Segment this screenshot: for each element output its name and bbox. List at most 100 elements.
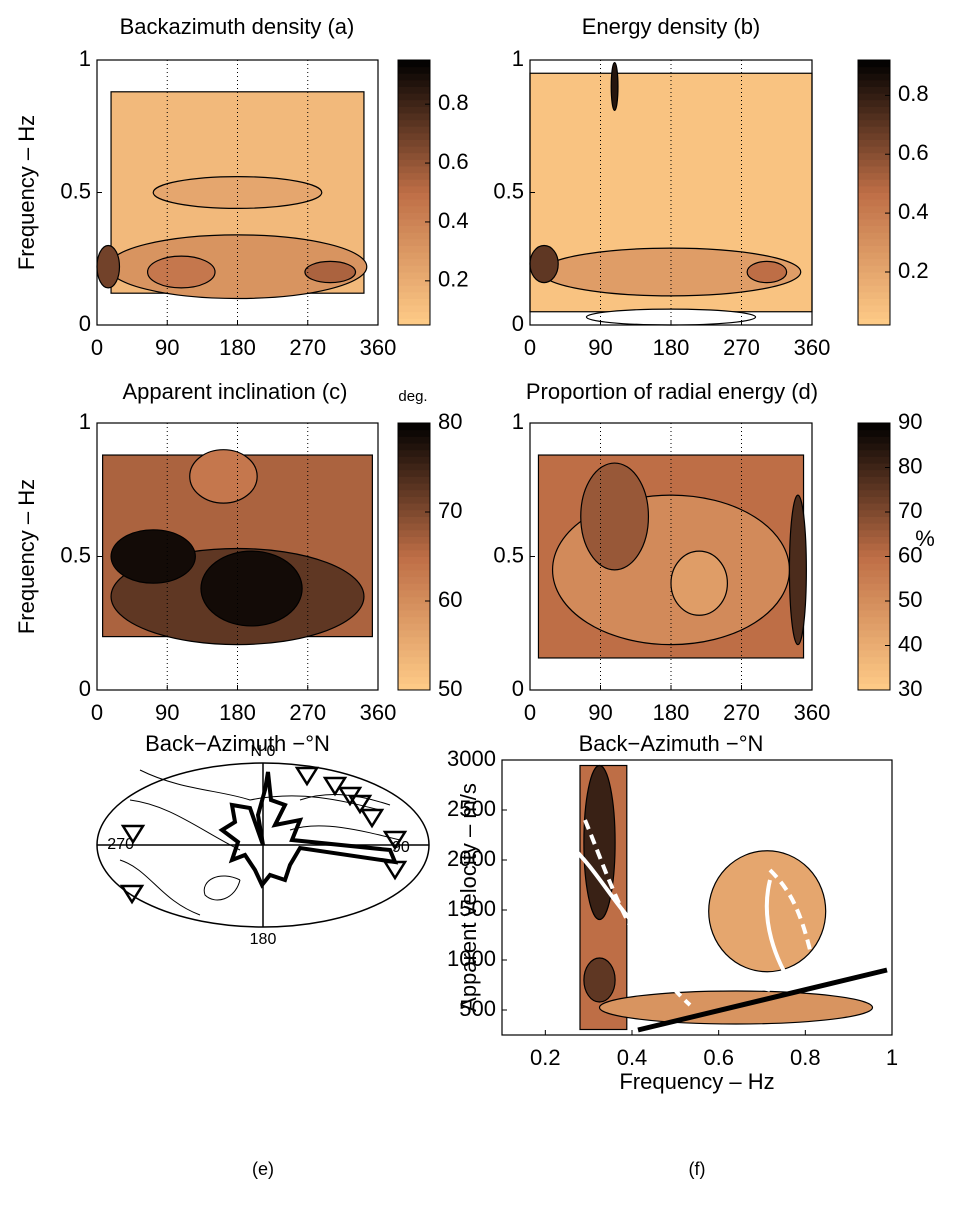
colorbar-swatch — [858, 79, 890, 87]
colorbar-swatch — [398, 73, 430, 81]
colorbar-swatch — [398, 489, 430, 497]
x-tick-label: 90 — [588, 335, 612, 360]
y-tick-label: 2000 — [447, 846, 496, 871]
y-tick-label: 1 — [79, 409, 91, 434]
colorbar-tick-label: 90 — [898, 409, 922, 434]
colorbar-swatch — [398, 609, 430, 618]
colorbar-swatch — [858, 119, 890, 127]
colorbar-swatch — [858, 166, 890, 174]
colorbar-swatch — [858, 589, 890, 598]
colorbar-swatch — [858, 683, 890, 691]
colorbar-swatch — [398, 676, 430, 684]
colorbar-swatch — [858, 456, 890, 464]
y-tick-label: 0.5 — [493, 542, 524, 567]
colorbar-swatch — [858, 476, 890, 484]
colorbar-swatch — [398, 152, 430, 160]
colorbar-swatch — [858, 556, 890, 564]
y-tick-label: 0 — [512, 676, 524, 701]
y-tick-label: 0 — [512, 311, 524, 336]
x-axis-label: Back−Azimuth −°N — [145, 731, 330, 756]
colorbar-swatch — [398, 549, 430, 557]
y-tick-label: 3000 — [447, 746, 496, 771]
colorbar-swatch — [398, 483, 430, 491]
y-tick-label: 1 — [512, 409, 524, 434]
colorbar-swatch — [858, 596, 890, 604]
y-tick-label: 1 — [79, 46, 91, 71]
colorbar-swatch — [858, 99, 890, 107]
colorbar-swatch — [398, 636, 430, 644]
colorbar-tick-label: 0.2 — [438, 267, 469, 292]
colorbar-swatch — [858, 265, 890, 273]
colorbar-swatch — [398, 649, 430, 658]
colorbar-swatch — [858, 656, 890, 664]
y-tick-label: 0.5 — [493, 178, 524, 203]
x-tick-label: 180 — [219, 700, 256, 725]
colorbar-swatch — [858, 496, 890, 504]
colorbar-swatch — [858, 93, 890, 101]
colorbar-swatch — [398, 232, 430, 240]
contour-fill — [583, 957, 616, 1003]
colorbar-tick-label: 60 — [438, 587, 462, 612]
colorbar-swatch — [398, 298, 430, 306]
colorbar-swatch — [858, 536, 890, 544]
colorbar-swatch — [398, 583, 430, 591]
colorbar-swatch — [858, 423, 890, 431]
colorbar-label: deg. — [398, 388, 427, 405]
chart-title: Apparent inclination (c) — [122, 379, 347, 404]
colorbar-swatch — [858, 252, 890, 260]
colorbar-swatch — [398, 132, 430, 140]
contour-plot — [102, 423, 373, 690]
colorbar-label: % — [915, 526, 935, 551]
colorbar-swatch — [858, 291, 890, 299]
colorbar-tick-label: 30 — [898, 676, 922, 701]
colorbar-swatch — [398, 106, 430, 114]
colorbar-swatch — [398, 603, 430, 611]
colorbar-swatch — [398, 563, 430, 571]
colorbar-swatch — [398, 86, 430, 94]
y-axis-label: Frequency – Hz — [14, 479, 39, 634]
colorbar-swatch — [858, 152, 890, 160]
colorbar-tick-label: 80 — [898, 453, 922, 478]
colorbar-swatch — [398, 556, 430, 564]
colorbar-swatch — [398, 278, 430, 286]
contour-fill — [580, 462, 650, 571]
x-tick-label: 360 — [794, 335, 831, 360]
colorbar-tick-label: 0.6 — [898, 140, 929, 165]
colorbar-swatch — [858, 529, 890, 537]
colorbar-swatch — [398, 172, 430, 180]
contour-plot — [537, 423, 807, 690]
colorbar-swatch — [398, 496, 430, 504]
colorbar-swatch — [858, 583, 890, 591]
colorbar-tick-label: 0.4 — [898, 199, 929, 224]
colorbar-swatch — [858, 179, 890, 187]
colorbar-swatch — [858, 643, 890, 651]
colorbar-swatch — [858, 199, 890, 207]
colorbar-swatch — [398, 179, 430, 187]
colorbar-swatch — [398, 683, 430, 691]
colorbar-swatch — [858, 623, 890, 631]
x-tick-label: 0 — [91, 700, 103, 725]
colorbar-swatch — [858, 159, 890, 167]
y-tick-label: 500 — [459, 996, 496, 1021]
colorbar-swatch — [398, 258, 430, 266]
colorbar-swatch — [858, 205, 890, 213]
colorbar-swatch — [858, 663, 890, 671]
colorbar-swatch — [398, 305, 430, 313]
colorbar-swatch — [398, 318, 430, 326]
colorbar-tick-label: 0.8 — [898, 81, 929, 106]
colorbar-swatch — [398, 205, 430, 213]
colorbar-swatch — [858, 192, 890, 200]
colorbar-swatch — [398, 119, 430, 127]
colorbar-swatch — [858, 113, 890, 121]
x-axis-label: Back−Azimuth −°N — [579, 731, 764, 756]
polar-label: 180 — [250, 931, 277, 948]
colorbar-swatch — [398, 66, 430, 74]
colorbar-tick-label: 70 — [438, 498, 462, 523]
colorbar-swatch — [858, 132, 890, 140]
x-tick-label: 270 — [289, 335, 326, 360]
colorbar-swatch — [398, 629, 430, 638]
x-tick-label: 180 — [219, 335, 256, 360]
colorbar-swatch — [398, 523, 430, 531]
colorbar-swatch — [858, 225, 890, 233]
colorbar-swatch — [858, 429, 890, 437]
